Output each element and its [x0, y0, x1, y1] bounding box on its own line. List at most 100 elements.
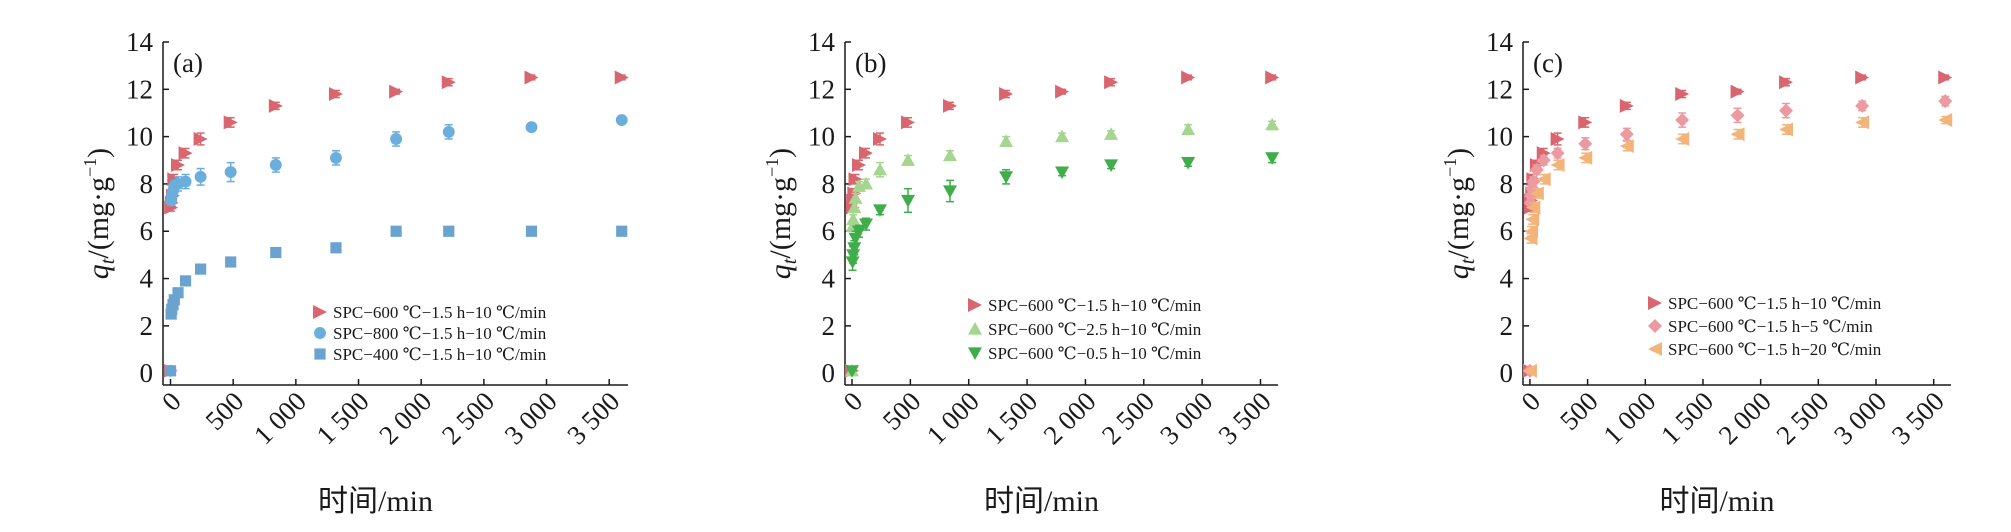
y-axis-title: qt/(mg·g−1)	[762, 148, 801, 279]
data-point	[168, 294, 180, 306]
x-tick-label: 2 000	[1037, 386, 1101, 450]
data-point	[1104, 127, 1119, 140]
data-point	[1675, 87, 1690, 102]
y-tick-label: 14	[1486, 27, 1514, 57]
data-point	[852, 225, 867, 239]
x-tick-label: 3 000	[1828, 386, 1892, 450]
y-axis-title-q: q	[1442, 264, 1475, 279]
y-tick-label: 4	[822, 264, 836, 294]
data-point	[1265, 70, 1280, 85]
y-tick-label: 6	[1500, 216, 1514, 246]
series-3	[1522, 113, 1953, 378]
x-tick-label: 2 000	[1713, 386, 1777, 450]
x-axis-title: 时间/min	[984, 485, 1099, 518]
data-point	[614, 70, 629, 85]
data-point	[195, 263, 207, 275]
data-point	[1104, 75, 1119, 90]
data-point	[943, 98, 958, 113]
x-tick-label: 0	[156, 386, 187, 417]
y-axis-title: qt/(mg·g−1)	[80, 148, 119, 279]
data-point	[1526, 174, 1541, 189]
y-tick-label: 12	[126, 74, 153, 104]
x-tick-label: 500	[877, 386, 927, 436]
data-point	[1055, 84, 1070, 99]
data-point	[999, 171, 1014, 184]
data-point	[845, 365, 860, 378]
y-tick-label: 8	[1500, 169, 1514, 199]
x-tick-label: 2 500	[436, 386, 500, 450]
y-axis-title-sub: t	[1457, 258, 1479, 264]
data-point	[330, 151, 342, 164]
data-point	[164, 365, 177, 377]
data-point	[1055, 166, 1070, 180]
data-point	[1730, 84, 1745, 99]
data-point	[1055, 129, 1070, 143]
data-point	[1536, 146, 1551, 161]
y-axis-title-unit: /(mg·g	[1442, 177, 1475, 259]
data-point	[194, 170, 207, 183]
y-axis-title-unit: /(mg·g	[82, 177, 115, 259]
x-tick-label: 1 500	[1655, 386, 1719, 450]
data-point	[1779, 75, 1794, 90]
data-point	[901, 194, 916, 208]
x-tick-label: 0	[837, 386, 868, 417]
data-point	[847, 200, 862, 214]
panel-label: (a)	[173, 48, 203, 78]
legend-label: SPC−600 ℃−1.5 h−20 ℃/min	[1668, 340, 1882, 359]
data-point	[171, 158, 186, 173]
data-point	[1529, 186, 1544, 201]
data-point	[1619, 127, 1634, 142]
y-axis-title-sup: −1	[1440, 158, 1460, 177]
data-point	[1181, 157, 1196, 170]
data-point	[1529, 162, 1544, 177]
x-tick-label: 3 000	[1154, 386, 1218, 450]
data-point	[1855, 115, 1870, 130]
data-point	[1524, 224, 1539, 239]
x-tick-label: 500	[200, 386, 250, 436]
data-point	[1104, 159, 1119, 173]
legend-label: SPC−600 ℃−1.5 h−10 ℃/min	[1668, 294, 1882, 313]
legend-marker	[968, 347, 982, 360]
data-point	[999, 134, 1014, 147]
data-point	[1938, 94, 1953, 109]
series-2	[164, 114, 628, 377]
legend-label: SPC−400 ℃−1.5 h−10 ℃/min	[333, 345, 547, 364]
data-point	[1938, 70, 1953, 85]
data-point	[525, 225, 538, 237]
y-axis-title-q: q	[82, 264, 115, 279]
series-1	[845, 70, 1280, 378]
data-point	[1181, 70, 1196, 85]
data-point	[1855, 98, 1870, 113]
y-axis-title-q: q	[764, 264, 797, 279]
x-tick-label: 1 000	[248, 386, 312, 450]
data-point	[1578, 115, 1593, 130]
data-point	[223, 115, 238, 130]
data-point	[1181, 122, 1196, 136]
data-point	[1675, 131, 1690, 146]
x-tick-label: 1 500	[979, 386, 1043, 450]
data-point	[859, 218, 874, 232]
data-point	[848, 172, 863, 187]
y-axis-title-unit: /(mg·g	[764, 177, 797, 259]
panel-label: (c)	[1533, 48, 1563, 78]
data-point	[615, 114, 628, 127]
x-axis-title: 时间/min	[318, 485, 433, 518]
data-point	[1550, 146, 1565, 161]
legend-marker	[314, 348, 326, 360]
legend-marker	[314, 327, 326, 339]
y-tick-label: 10	[1486, 122, 1513, 152]
data-point	[1522, 363, 1537, 378]
data-point	[268, 98, 283, 113]
y-axis-title-sub: t	[97, 258, 119, 264]
y-tick-label: 8	[140, 169, 154, 199]
x-tick-label: 1 000	[921, 386, 985, 450]
legend-marker	[1648, 342, 1662, 356]
y-tick-label: 8	[822, 169, 836, 199]
y-tick-label: 2	[822, 311, 836, 341]
data-point	[524, 70, 539, 85]
data-point	[852, 158, 867, 173]
data-point	[901, 115, 916, 130]
legend-label: SPC−600 ℃−1.5 h−5 ℃/min	[1668, 317, 1873, 336]
legend-marker	[313, 305, 327, 319]
